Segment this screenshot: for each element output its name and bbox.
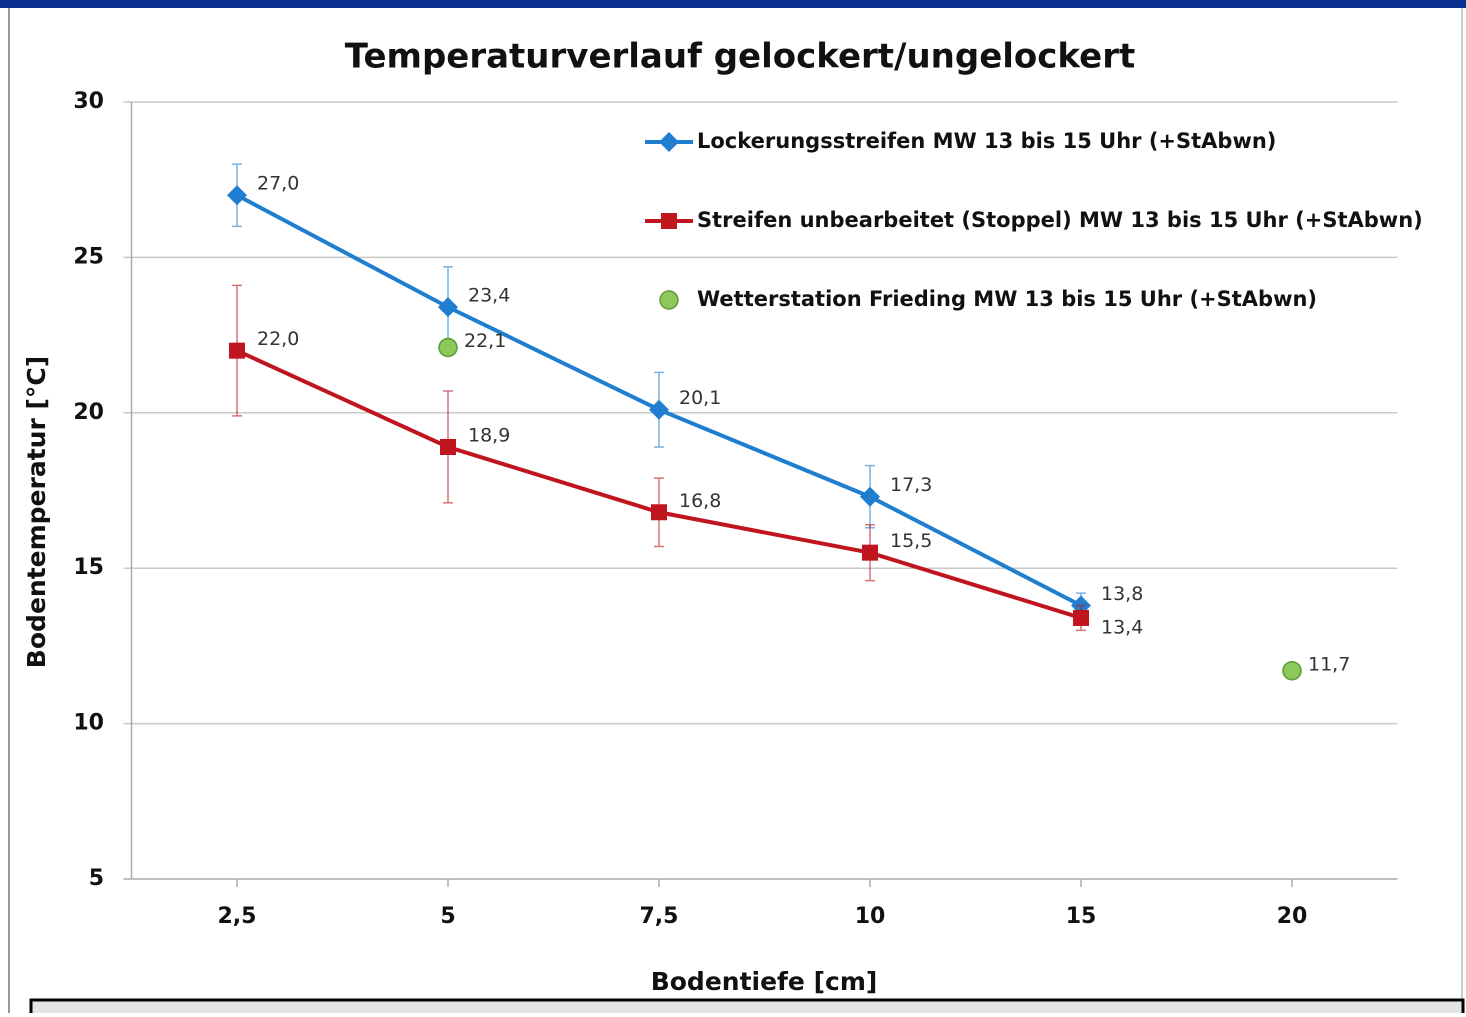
point — [651, 504, 667, 521]
x-tick-label: 7,5 — [640, 904, 679, 929]
y-tick-label: 5 — [89, 866, 104, 891]
point — [440, 438, 456, 455]
point — [1073, 609, 1089, 626]
point — [860, 486, 880, 507]
legend-marker — [661, 213, 677, 229]
y-tick-label: 10 — [73, 711, 104, 736]
point — [649, 399, 669, 420]
point — [862, 544, 878, 561]
value-label: 16,8 — [679, 490, 721, 512]
point — [1282, 661, 1302, 681]
plot: 5 10 15 20 25 30 2,5 5 7,5 10 15 20 27,0 23,4 20,1 17,3… — [73, 89, 1422, 929]
x-tick-label: 20 — [1277, 904, 1308, 929]
value-label: 11,7 — [1308, 653, 1350, 675]
value-label: 17,3 — [890, 474, 932, 496]
value-label: 13,8 — [1101, 583, 1143, 605]
chart-title: Temperaturverlauf gelockert/ungelockert — [345, 37, 1135, 77]
legend-marker — [659, 132, 679, 152]
point — [227, 185, 247, 206]
value-label: 27,0 — [257, 173, 299, 195]
y-tick-label: 20 — [73, 400, 104, 425]
x-tick-label: 10 — [855, 904, 886, 929]
legend-label: Wetterstation Frieding MW 13 bis 15 Uhr … — [697, 287, 1317, 311]
x-tick-label: 15 — [1066, 904, 1097, 929]
y-tick-label: 30 — [73, 89, 104, 114]
value-label: 18,9 — [468, 424, 510, 446]
table-strip — [29, 998, 1465, 1017]
value-label: 23,4 — [468, 285, 510, 307]
value-label: 22,0 — [257, 328, 299, 350]
value-label: 15,5 — [890, 530, 932, 552]
y-tick-label: 25 — [73, 244, 104, 269]
y-tick-label: 15 — [73, 555, 104, 580]
point — [438, 297, 458, 318]
point — [438, 337, 458, 358]
y-axis-label: Bodentemperatur [°C] — [22, 356, 51, 668]
value-label: 20,1 — [679, 387, 721, 409]
legend-label: Lockerungsstreifen MW 13 bis 15 Uhr (+St… — [697, 129, 1276, 153]
legend-label: Streifen unbearbeitet (Stoppel) MW 13 bi… — [697, 208, 1423, 232]
x-tick-label: 2,5 — [218, 904, 257, 929]
x-axis-label: Bodentiefe [cm] — [651, 967, 878, 996]
value-label: 13,4 — [1101, 616, 1143, 638]
x-tick-label: 5 — [440, 904, 455, 929]
legend-marker — [659, 290, 679, 310]
value-label: 22,1 — [464, 330, 506, 352]
point — [229, 342, 245, 359]
top-bar — [0, 0, 1466, 8]
